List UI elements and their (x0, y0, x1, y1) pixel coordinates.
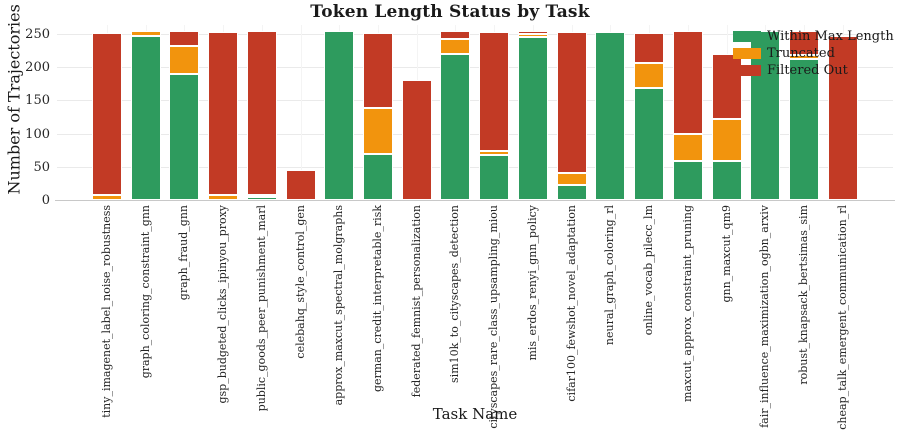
legend-swatch-icon (733, 31, 761, 42)
chart-title: Token Length Status by Task (310, 2, 590, 22)
bar-segment-truncated (246, 195, 277, 198)
x-tick-label: graph_fraud_gnn (177, 205, 191, 301)
bar-segment-within-max-length (363, 153, 394, 200)
bar-segment-truncated (208, 195, 239, 200)
bar-segment-filtered-out (556, 32, 587, 173)
bar-segment-within-max-length (517, 36, 548, 200)
x-gridline (300, 25, 302, 200)
legend-label: Within Max Length (767, 29, 894, 44)
bar-segment-within-max-length (246, 197, 277, 200)
bar-segment-within-max-length (672, 160, 703, 200)
y-tick-label: 100 (25, 126, 50, 142)
x-axis-line (55, 200, 895, 201)
legend-item: Within Max Length (733, 28, 894, 45)
bar-segment-truncated (363, 108, 394, 154)
x-tick-label: graph_coloring_constraint_gnn (138, 205, 152, 379)
bar-segment-filtered-out (788, 31, 819, 56)
bar-segment-within-max-length (440, 53, 471, 200)
bar-segment-filtered-out (285, 170, 316, 200)
x-tick-label: maxcut_approx_constraint_pruning (680, 205, 694, 402)
bar-segment-filtered-out (440, 31, 471, 40)
x-tick-label: online_vocab_pilecc_lm (642, 205, 656, 336)
bar-segment-filtered-out (827, 35, 858, 200)
x-axis-label: Task Name (432, 405, 518, 423)
legend-swatch-icon (733, 48, 761, 59)
x-tick-label: robust_knapsack_bertsimas_sim (796, 205, 810, 385)
bar-segment-filtered-out (246, 31, 277, 196)
bar-segment-within-max-length (130, 35, 161, 200)
y-gridline (57, 100, 893, 102)
legend: Within Max Length Truncated Filtered Out (733, 28, 894, 79)
bar-segment-filtered-out (92, 33, 122, 195)
x-tick-label: mis_erdos_renyi_gnn_policy (525, 205, 539, 361)
bar-segment-truncated (634, 63, 665, 89)
x-tick-label: neural_graph_coloring_rl (603, 205, 617, 346)
x-tick-label: cifar100_fewshot_novel_adaptation (564, 205, 578, 402)
bar-segment-filtered-out (363, 32, 394, 109)
x-tick-label: german_credit_interpretable_risk (371, 205, 385, 393)
y-tick-label: 200 (25, 60, 50, 76)
bar-segment-within-max-length (479, 154, 510, 200)
bar-segment-filtered-out (711, 53, 742, 119)
bar-segment-within-max-length (324, 31, 355, 200)
bar-segment-within-max-length (788, 58, 819, 200)
legend-label: Truncated (767, 46, 835, 61)
bar-segment-truncated (130, 30, 161, 36)
x-tick-label: celebahq_style_control_gen (293, 205, 307, 359)
y-gridline (57, 133, 893, 135)
bar-segment-truncated (169, 45, 200, 74)
y-gridline (57, 34, 893, 35)
bar-segment-filtered-out (401, 79, 432, 200)
bar-segment-within-max-length (169, 73, 200, 200)
bar-segment-filtered-out (634, 33, 665, 64)
legend-label: Filtered Out (767, 63, 848, 78)
bar-segment-within-max-length (595, 32, 626, 200)
bar-segment-filtered-out (517, 30, 548, 34)
x-tick-label: fair_influence_maximization_ogbn_arxiv (758, 205, 772, 428)
x-tick-label: gsp_budgeted_clicks_ipinyou_proxy (216, 205, 230, 404)
x-tick-label: cheap_talk_emergent_communication_rl (835, 205, 849, 430)
x-tick-label: sim10k_to_cityscapes_detection (448, 205, 462, 383)
bar-segment-within-max-length (556, 185, 587, 200)
x-tick-label: tiny_imagenet_label_noise_robustness (100, 205, 113, 418)
bar-segment-truncated (440, 39, 471, 54)
bar-segment-truncated (788, 55, 819, 59)
y-gridline (57, 166, 893, 168)
y-gridline (57, 67, 893, 69)
bar-segment-filtered-out (169, 31, 200, 46)
bar-segment-truncated (672, 134, 703, 161)
bar-segment-filtered-out (672, 31, 703, 135)
y-tick-label: 0 (41, 193, 50, 208)
bar-segment-truncated (517, 34, 548, 37)
x-tick-label: federated_femnist_personalization (409, 205, 423, 398)
x-tick-label: gnn_maxcut_qm9 (719, 205, 733, 303)
bar-segment-within-max-length (634, 88, 665, 200)
y-tick-label: 250 (25, 27, 50, 42)
bar-segment-filtered-out (208, 32, 239, 196)
x-tick-label: cityscapes_rare_class_upsampling_miou (487, 205, 501, 429)
bar-segment-within-max-length (711, 160, 742, 200)
legend-item: Truncated (733, 45, 894, 62)
x-tick-label: public_goods_peer_punishment_marl (254, 205, 268, 412)
bar-segment-truncated (556, 172, 587, 186)
legend-swatch-icon (733, 65, 761, 76)
bar-segment-truncated (479, 150, 510, 155)
bar-segment-filtered-out (479, 32, 510, 151)
y-tick-label: 50 (33, 159, 50, 175)
x-tick-label: approx_maxcut_spectral_molgraphs (332, 205, 346, 406)
legend-item: Filtered Out (733, 62, 894, 79)
bar-segment-truncated (92, 194, 122, 200)
y-tick-label: 150 (25, 93, 50, 109)
bar-segment-truncated (711, 118, 742, 161)
